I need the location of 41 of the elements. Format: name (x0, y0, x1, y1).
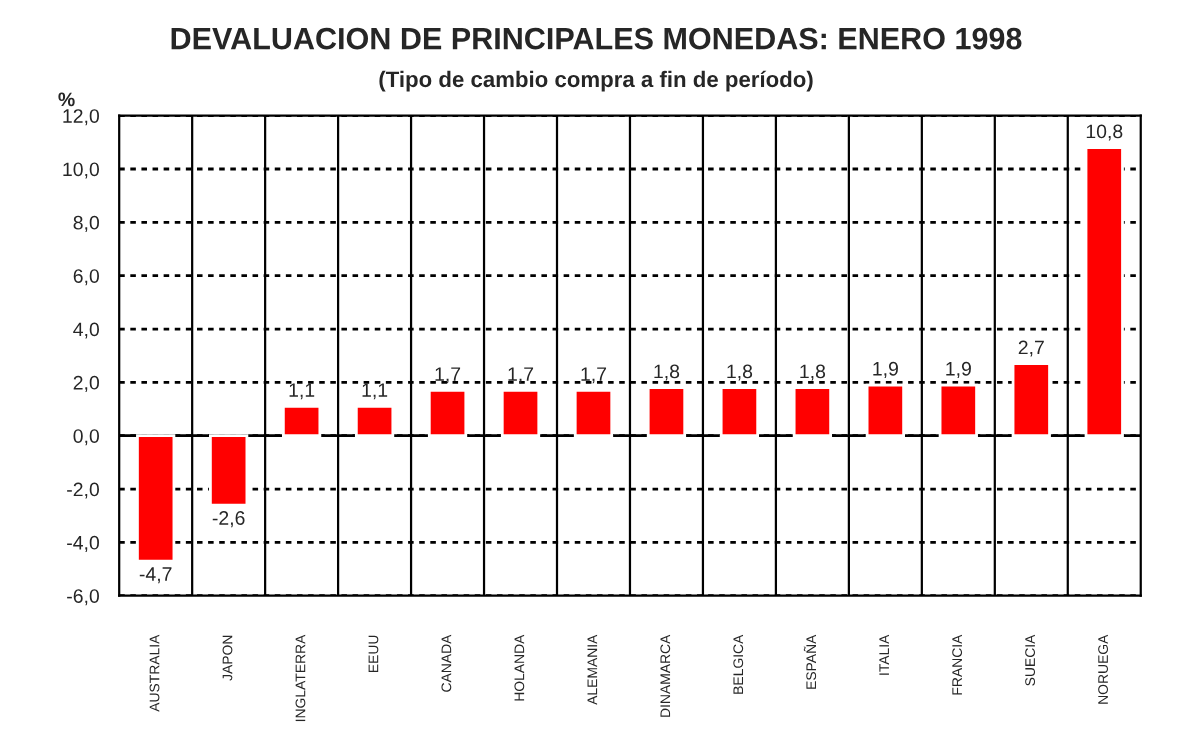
data-label: 1,8 (654, 364, 680, 381)
bar (719, 386, 760, 438)
bar (573, 388, 614, 438)
y-tick-label: 10,0 (63, 162, 99, 179)
y-tick-label: 12,0 (63, 109, 99, 126)
bar (209, 434, 249, 507)
data-label: 1,9 (946, 361, 971, 378)
y-tick-label: 2,0 (73, 375, 99, 392)
bar (136, 434, 176, 563)
data-label: 1,1 (362, 383, 388, 400)
bar (1084, 146, 1124, 438)
data-label: 1,7 (435, 367, 461, 384)
bar (938, 383, 978, 438)
chart-title: DEVALUACION DE PRINCIPALES MONEDAS: ENERO 1998 (171, 27, 1022, 50)
y-tick-label: 8,0 (73, 215, 99, 232)
bar (792, 386, 833, 438)
data-label: 2,7 (1018, 340, 1044, 357)
data-label: 1,9 (873, 361, 898, 378)
bar (427, 388, 468, 438)
bar (646, 386, 687, 438)
y-tick-label: 0,0 (73, 429, 99, 446)
bar (1011, 362, 1051, 438)
data-label: 1,7 (508, 367, 534, 384)
y-tick-label: -4,0 (67, 535, 99, 552)
data-label: 1,1 (289, 383, 315, 400)
data-label: 1,8 (727, 364, 753, 381)
y-axis-title: % (58, 92, 75, 107)
y-tick-label: -2,0 (67, 482, 99, 499)
y-tick-label: 6,0 (73, 269, 99, 286)
data-label: 1,8 (800, 364, 826, 381)
bar (354, 404, 395, 438)
chart-subtitle: (Tipo de cambio compra a fin de período) (379, 70, 813, 92)
data-label: 1,7 (581, 367, 607, 384)
bar (500, 388, 541, 438)
data-label: -4,7 (139, 567, 172, 584)
y-tick-label: 4,0 (73, 322, 99, 339)
bar (281, 404, 322, 438)
data-label: 10,8 (1086, 124, 1123, 141)
data-label: -2,6 (212, 511, 245, 528)
y-tick-label: -6,0 (67, 589, 99, 606)
bar (865, 383, 905, 438)
